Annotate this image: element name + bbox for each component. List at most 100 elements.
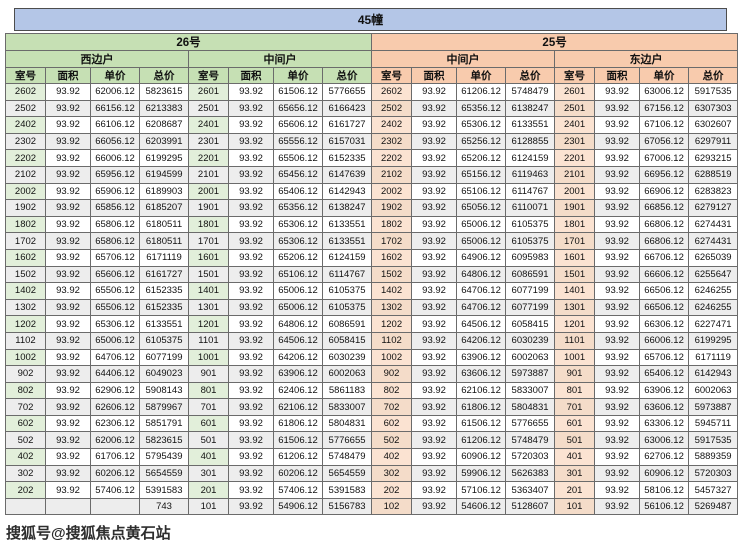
column-header: 面积 [45, 67, 91, 84]
total-price-cell: 5908143 [139, 381, 189, 400]
unit-price-cell: 54606.12 [456, 497, 507, 516]
area-cell: 93.92 [45, 315, 91, 333]
room-cell: 1002 [371, 348, 413, 367]
area-cell: 93.92 [594, 381, 641, 400]
room-cell: 101 [554, 497, 596, 516]
table-row: 2602 93.92 62006.12 5823615 2601 93.92 61506.1… [5, 83, 739, 101]
total-price-cell: 5720303 [505, 448, 556, 466]
room-cell: 601 [188, 414, 229, 433]
total-price-cell: 6002063 [688, 381, 739, 400]
area-cell: 93.92 [411, 99, 458, 118]
area-cell: 93.92 [228, 99, 274, 118]
area-cell: 93.92 [594, 215, 641, 234]
total-price-cell: 6133551 [139, 315, 189, 333]
room-cell: 2502 [371, 99, 413, 118]
room-cell: 602 [5, 414, 46, 433]
room-cell: 2202 [371, 149, 413, 167]
area-cell: 93.92 [45, 116, 91, 134]
unit-price-cell: 65056.12 [456, 199, 507, 217]
unit-price-cell: 64206.12 [273, 348, 323, 367]
area-cell: 93.92 [411, 398, 458, 416]
room-cell: 701 [188, 398, 229, 416]
area-cell: 93.92 [228, 265, 274, 284]
total-price-cell: 5128607 [505, 497, 556, 516]
total-price-cell: 6166423 [321, 99, 373, 118]
unit-price-cell: 67106.12 [639, 116, 690, 134]
column-header: 面积 [411, 67, 458, 84]
room-cell: 1501 [188, 265, 229, 284]
area-cell: 93.92 [45, 398, 91, 416]
unit-price-cell: 61206.12 [273, 448, 323, 466]
unit-type-header-west: 西边户 [5, 50, 189, 68]
area-cell: 93.92 [594, 282, 641, 300]
table-row: 1302 93.92 65506.12 6152335 1301 93.92 65006.1… [5, 298, 739, 317]
unit-price-cell: 61806.12 [273, 414, 323, 433]
room-cell: 901 [188, 365, 229, 383]
total-price-cell: 6265039 [688, 248, 739, 267]
area-cell: 93.92 [594, 331, 641, 350]
area-cell: 93.92 [594, 182, 641, 201]
room-cell: 1001 [554, 348, 596, 367]
table-row: 602 93.92 62306.12 5851791 601 93.92 61806.12 5… [5, 414, 739, 433]
unit-price-cell: 65606.12 [90, 265, 140, 284]
area-cell: 93.92 [45, 83, 91, 101]
table-row: 802 93.92 62906.12 5908143 801 93.92 62406.12 5… [5, 381, 739, 400]
unit-price-cell: 65706.12 [639, 348, 690, 367]
area-cell: 93.92 [45, 215, 91, 234]
area-cell: 93.92 [45, 99, 91, 118]
unit-price-cell: 65506.12 [273, 149, 323, 167]
room-cell: 1901 [554, 199, 596, 217]
room-cell: 1901 [188, 199, 229, 217]
room-cell: 702 [5, 398, 46, 416]
unit-price-cell: 65106.12 [456, 182, 507, 201]
room-cell: 802 [5, 381, 46, 400]
unit-price-cell: 65956.12 [90, 165, 140, 184]
unit-price-cell: 65006.12 [273, 298, 323, 317]
unit-price-cell: 57406.12 [273, 481, 323, 499]
total-price-cell: 6077199 [139, 348, 189, 367]
area-cell: 93.92 [228, 497, 274, 516]
section-header-25: 25号 [371, 33, 739, 51]
unit-price-cell: 65356.12 [273, 199, 323, 217]
room-cell [5, 497, 46, 516]
section-header-26: 26号 [4, 33, 373, 51]
total-price-cell: 6110071 [505, 199, 556, 217]
total-price-cell: 6119463 [505, 165, 556, 184]
column-header: 单价 [273, 67, 323, 84]
area-cell: 93.92 [594, 248, 641, 267]
unit-price-cell: 65206.12 [273, 248, 323, 267]
room-cell: 2402 [5, 116, 46, 134]
room-cell: 2001 [188, 182, 229, 201]
table-row: 1102 93.92 65006.12 6105375 1101 93.92 64506.1… [5, 331, 739, 350]
room-cell: 1402 [5, 282, 46, 300]
total-price-cell: 6213383 [139, 99, 189, 118]
total-price-cell: 5391583 [139, 481, 189, 499]
unit-price-cell: 62406.12 [273, 381, 323, 400]
total-price-cell: 5626383 [505, 464, 556, 483]
room-cell: 101 [188, 497, 229, 516]
room-cell: 402 [5, 448, 46, 466]
room-cell: 501 [188, 431, 229, 450]
unit-price-cell: 65656.12 [273, 99, 323, 118]
unit-price-cell: 65506.12 [90, 282, 140, 300]
room-cell: 1802 [371, 215, 413, 234]
room-cell: 1702 [5, 232, 46, 250]
unit-price-cell: 65356.12 [456, 99, 507, 118]
area-cell: 93.92 [594, 99, 641, 118]
room-cell: 2402 [371, 116, 413, 134]
area-cell: 93.92 [45, 348, 91, 367]
room-cell: 1101 [554, 331, 596, 350]
room-cell: 1801 [188, 215, 229, 234]
room-cell: 302 [371, 464, 413, 483]
area-cell: 93.92 [411, 365, 458, 383]
area-cell: 93.92 [594, 265, 641, 284]
area-cell: 93.92 [411, 232, 458, 250]
area-cell: 93.92 [594, 414, 641, 433]
total-price-cell: 6274431 [688, 215, 739, 234]
unit-price-cell: 65856.12 [90, 199, 140, 217]
area-cell: 93.92 [45, 149, 91, 167]
unit-price-cell: 65306.12 [273, 232, 323, 250]
room-cell: 301 [554, 464, 596, 483]
area-cell: 93.92 [228, 132, 274, 151]
unit-type-header-middle-25: 中间户 [371, 50, 556, 68]
